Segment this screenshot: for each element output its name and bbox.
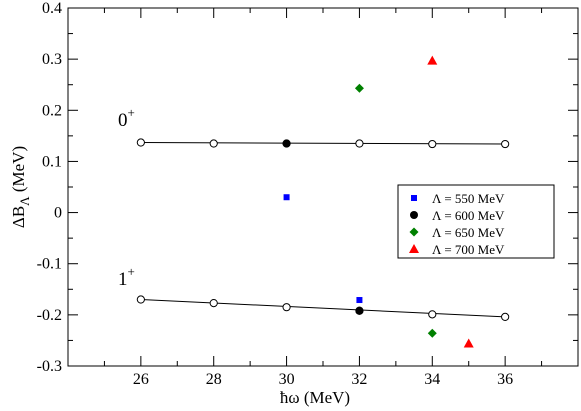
curve-label-1plus-sup: + (128, 264, 135, 279)
data-points (136, 55, 510, 348)
axis-ticks: -0.3 -0.2 -0.1 0 0.1 0.2 0.3 0.4 26 28 30 32 34 36 (37, 0, 578, 388)
series-point-circle (282, 139, 291, 148)
series-point-triangle (427, 55, 438, 65)
series-point-triangle (463, 338, 474, 348)
x-tick-label: 30 (279, 371, 295, 388)
legend: Λ = 550 MeV Λ = 600 MeV Λ = 650 MeV Λ = … (397, 184, 555, 259)
y-tick-label: 0.1 (42, 153, 62, 170)
series-point-square (356, 297, 363, 304)
legend-label-600: Λ = 600 MeV (432, 208, 505, 223)
legend-label-650: Λ = 650 MeV (432, 225, 505, 240)
open-circle-point (428, 310, 437, 319)
y-tick-label: 0.4 (42, 0, 62, 17)
curve-label-1plus-main: 1 (118, 269, 128, 290)
open-circle-point (136, 295, 145, 304)
legend-markers (409, 195, 419, 253)
curve-label-0plus: 0+ (118, 105, 135, 131)
y-axis-label-unit: (MeV) (9, 146, 28, 197)
fit-line (140, 142, 506, 145)
y-tick-label: 0.2 (42, 102, 62, 119)
open-circle-point (501, 139, 510, 149)
y-axis-label-sub: Λ (17, 196, 32, 206)
x-tick-label: 34 (424, 371, 440, 388)
open-circle-point (209, 298, 218, 308)
fit-line (140, 299, 506, 318)
legend-marker-circle (410, 211, 418, 219)
open-circle-point (428, 139, 437, 149)
legend-label-700: Λ = 700 MeV (432, 242, 505, 257)
open-circle-point (209, 139, 218, 148)
open-circle-point (136, 138, 145, 147)
y-axis-label: ΔBΛ (MeV) (9, 146, 32, 228)
curve-label-0plus-main: 0 (118, 110, 128, 131)
y-tick-label: 0.3 (42, 51, 62, 68)
x-tick-label: 28 (206, 371, 222, 388)
open-circle-point (501, 312, 510, 322)
y-tick-label: -0.1 (37, 256, 62, 273)
series-point-square (283, 194, 290, 201)
series-point-circle (355, 306, 364, 315)
legend-marker-triangle (409, 244, 419, 253)
y-axis-label-main: ΔB (9, 206, 28, 228)
legend-label-550: Λ = 550 MeV (432, 191, 505, 206)
y-tick-label: 0 (54, 205, 62, 222)
open-circle-point (282, 303, 291, 312)
x-axis-label: ħω (MeV) (280, 388, 350, 407)
open-circle-point (355, 139, 364, 148)
y-tick-label: -0.2 (37, 307, 62, 324)
x-tick-label: 26 (133, 371, 149, 388)
legend-marker-diamond (409, 227, 419, 237)
x-tick-label: 36 (497, 371, 513, 388)
x-tick-label: 32 (351, 371, 367, 388)
legend-box (397, 184, 555, 259)
y-tick-label: -0.3 (37, 358, 62, 375)
curve-label-0plus-sup: + (128, 105, 135, 120)
curve-label-1plus: 1+ (118, 264, 135, 290)
legend-marker-square (411, 195, 417, 201)
series-point-diamond (354, 83, 364, 93)
series-point-diamond (427, 328, 437, 338)
fit-lines (140, 142, 506, 318)
